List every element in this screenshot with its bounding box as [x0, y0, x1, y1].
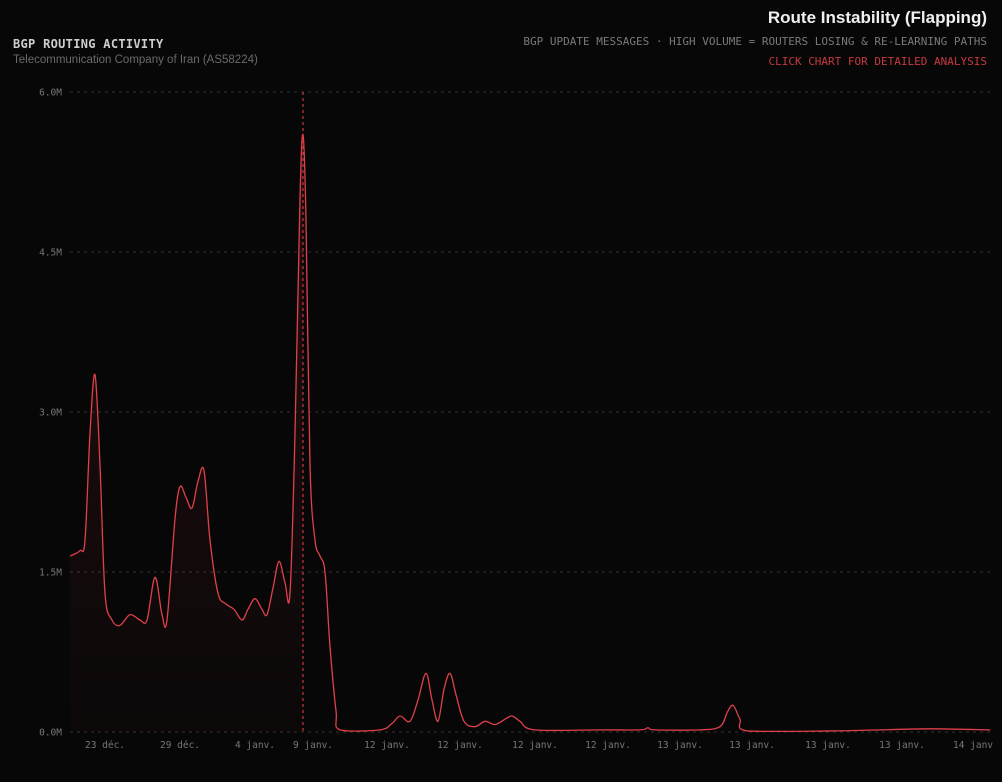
y-tick-label: 4.5M — [39, 248, 62, 259]
x-tick-label: 13 janv. — [805, 740, 851, 751]
y-tick-label: 6.0M — [39, 88, 62, 99]
chart-kicker: BGP ROUTING ACTIVITY — [13, 37, 164, 51]
x-tick-label: 9 janv. — [293, 740, 333, 751]
x-tick-label: 12 janv. — [512, 740, 558, 751]
x-tick-label: 13 janv. — [729, 740, 775, 751]
x-tick-label: 12 janv. — [364, 740, 410, 751]
x-tick-label: 13 janv. — [657, 740, 703, 751]
y-tick-label: 0.0M — [39, 728, 62, 739]
x-tick-label: 4 janv. — [235, 740, 275, 751]
x-tick-label: 14 janv — [953, 740, 993, 751]
network-name: Telecommunication Company of Iran (AS582… — [13, 54, 258, 66]
chart-title: Route Instability (Flapping) — [767, 8, 987, 27]
series-line — [69, 133, 991, 733]
y-tick-label: 1.5M — [39, 568, 62, 579]
header-right: Route Instability (Flapping) BGP UPDATE … — [523, 8, 987, 68]
detailed-analysis-link[interactable]: CLICK CHART FOR DETAILED ANALYSIS — [768, 55, 987, 68]
chart-description: BGP UPDATE MESSAGES · HIGH VOLUME = ROUT… — [523, 35, 987, 48]
y-tick-label: 3.0M — [39, 408, 62, 419]
x-tick-label: 13 janv. — [879, 740, 925, 751]
x-tick-label: 12 janv. — [437, 740, 483, 751]
area-fill — [70, 134, 303, 732]
x-tick-label: 12 janv. — [585, 740, 631, 751]
x-tick-label: 23 déc. — [85, 740, 125, 751]
x-tick-label: 29 déc. — [160, 740, 200, 751]
header-left: BGP ROUTING ACTIVITY Telecommunication C… — [13, 37, 258, 66]
